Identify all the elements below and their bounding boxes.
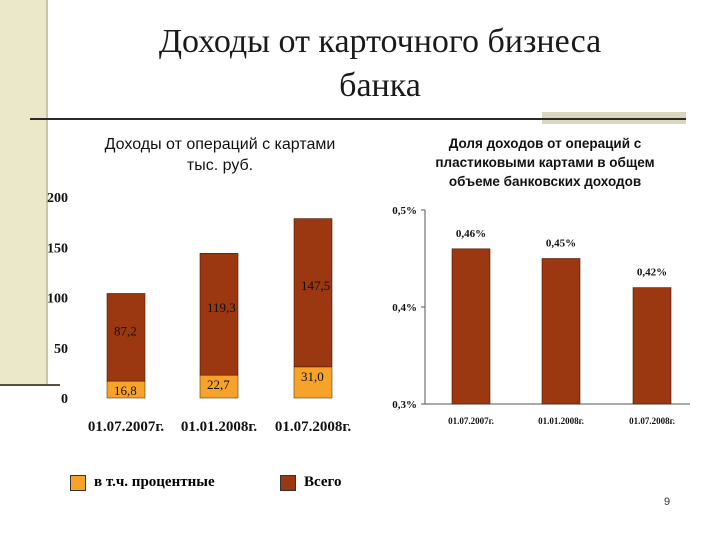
decorative-side-band — [0, 0, 48, 384]
left-bar-total-segment — [199, 252, 239, 376]
left-bar-total-label: 119,3 — [207, 300, 236, 315]
slide-title-line1: Доходы от карточного бизнеса — [158, 23, 602, 60]
right-y-tick-label: 0,3% — [392, 399, 417, 411]
side-band-rule — [0, 384, 60, 386]
right-bar-label: 0,45% — [546, 238, 576, 250]
right-bar-label: 0,46% — [456, 228, 486, 240]
left-bar-total-label: 147,5 — [301, 278, 330, 293]
left-y-tick-label: 200 — [47, 191, 68, 206]
right-bar-label: 0,42% — [637, 267, 667, 279]
right-bar — [541, 258, 581, 405]
right-x-tick-label: 01.07.2008г. — [629, 416, 675, 426]
left-x-tick-label: 01.07.2008г. — [275, 419, 352, 435]
left-bar-interest-label: 31,0 — [301, 369, 324, 384]
left-x-tick-label: 01.07.2007г. — [88, 419, 165, 435]
left-chart-title: Доходы от операций с картами тыс. руб. — [60, 134, 380, 176]
right-bar — [632, 287, 672, 405]
right-chart-title-line1: Доля доходов от операций с — [448, 136, 642, 151]
legend-label-total: Всего — [304, 474, 342, 490]
right-chart-title: Доля доходов от операций с пластиковыми … — [400, 134, 690, 191]
right-chart-title-line2: пластиковыми картами в общем — [435, 155, 655, 170]
left-y-tick-label: 150 — [47, 241, 68, 256]
legend-item-interest: в т.ч. процентные — [70, 474, 215, 491]
left-bar-interest-label: 22,7 — [207, 377, 230, 392]
legend-swatch-interest — [70, 474, 86, 491]
legend-label-interest: в т.ч. процентные — [94, 474, 215, 490]
left-y-tick-label: 50 — [54, 342, 68, 357]
left-chart-title-line2: тыс. руб. — [186, 157, 254, 174]
right-x-tick-label: 01.07.2007г. — [448, 416, 494, 426]
right-y-tick-label: 0,5% — [392, 205, 417, 217]
left-bar-total-segment — [106, 293, 146, 382]
right-y-tick-label: 0,4% — [392, 302, 417, 314]
legend-item-total: Всего — [280, 474, 341, 491]
legend-swatch-total — [280, 474, 296, 491]
page-number: 9 — [664, 496, 671, 508]
right-bar — [451, 248, 491, 405]
right-chart-title-line3: объеме банковских доходов — [448, 174, 642, 189]
title-rule — [30, 118, 686, 120]
left-chart-legend: в т.ч. процентные Всего — [70, 474, 390, 494]
left-y-tick-label: 100 — [47, 292, 68, 307]
left-bar-total-label: 87,2 — [114, 324, 137, 339]
left-chart-title-line1: Доходы от операций с картами — [104, 136, 336, 153]
left-bar-interest-segment — [293, 366, 333, 399]
left-x-tick-label: 01.01.2008г. — [181, 419, 258, 435]
left-bar-total-segment — [293, 218, 333, 368]
left-bar-interest-label: 16,8 — [114, 383, 137, 398]
left-y-tick-label: 0 — [61, 392, 68, 407]
slide-title: Доходы от карточного бизнеса банка — [60, 20, 700, 108]
slide-title-line2: банка — [339, 67, 421, 104]
right-x-tick-label: 01.01.2008г. — [538, 416, 584, 426]
